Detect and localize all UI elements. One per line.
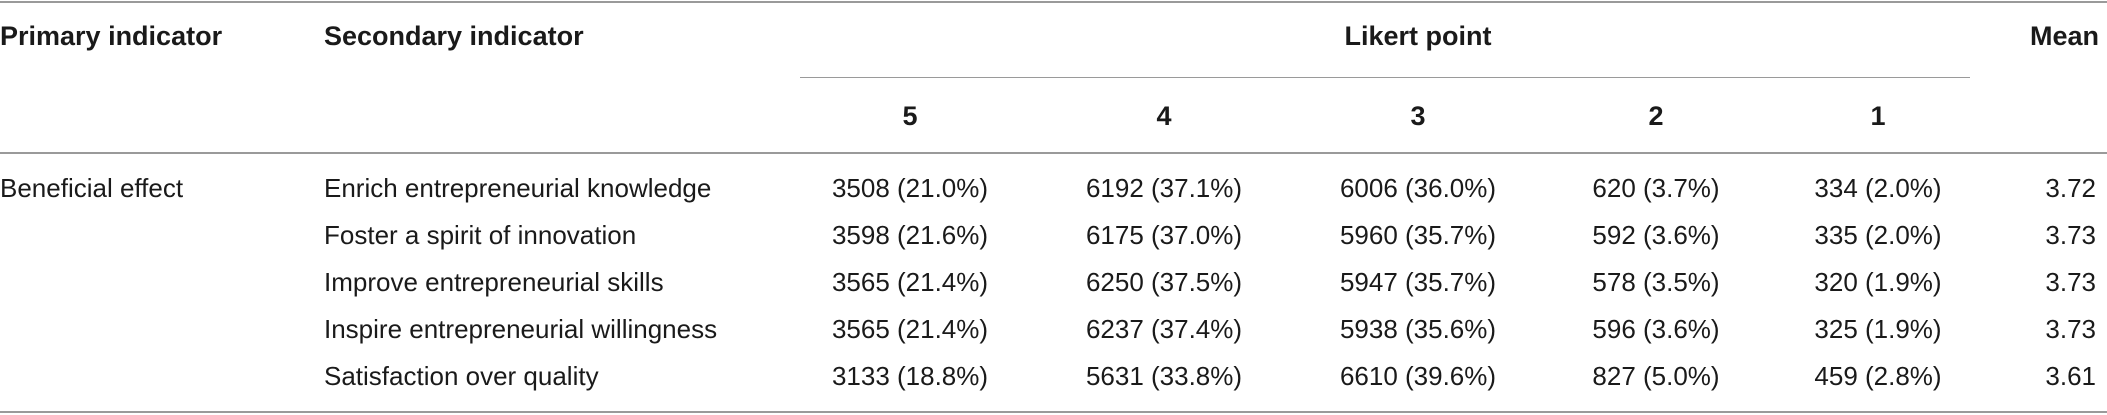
secondary-indicator-cell: Satisfaction over quality <box>324 361 599 391</box>
table-top-rule <box>0 1 2107 3</box>
header-point-1: 1 <box>1870 101 1886 131</box>
point-5-cell: 3133 (18.8%) <box>831 361 989 391</box>
secondary-indicator-cell: Foster a spirit of innovation <box>324 220 637 250</box>
header-point-2: 2 <box>1648 101 1664 131</box>
point-4-cell: 6192 (37.1%) <box>1085 173 1243 203</box>
header-mean: Mean <box>2030 21 2100 51</box>
point-1-cell: 320 (1.9%) <box>1814 267 1942 297</box>
point-2-cell: 596 (3.6%) <box>1592 314 1720 344</box>
table-bottom-rule <box>0 411 2107 413</box>
table-header-rule <box>0 152 2107 154</box>
point-5-cell: 3565 (21.4%) <box>831 267 989 297</box>
likert-header-rule <box>800 77 1970 78</box>
point-1-cell: 459 (2.8%) <box>1814 361 1942 391</box>
mean-cell: 3.73 <box>2045 220 2096 250</box>
point-5-cell: 3565 (21.4%) <box>831 314 989 344</box>
point-1-cell: 325 (1.9%) <box>1814 314 1942 344</box>
point-3-cell: 6006 (36.0%) <box>1339 173 1497 203</box>
point-4-cell: 6175 (37.0%) <box>1085 220 1243 250</box>
header-secondary-indicator: Secondary indicator <box>324 21 584 51</box>
secondary-indicator-cell: Enrich entrepreneurial knowledge <box>324 173 712 203</box>
point-3-cell: 6610 (39.6%) <box>1339 361 1497 391</box>
point-2-cell: 592 (3.6%) <box>1592 220 1720 250</box>
secondary-indicator-cell: Inspire entrepreneurial willingness <box>324 314 718 344</box>
mean-cell: 3.61 <box>2045 361 2096 391</box>
point-2-cell: 620 (3.7%) <box>1592 173 1720 203</box>
point-1-cell: 334 (2.0%) <box>1814 173 1942 203</box>
point-4-cell: 5631 (33.8%) <box>1085 361 1243 391</box>
header-primary-indicator: Primary indicator <box>0 21 223 51</box>
point-3-cell: 5938 (35.6%) <box>1339 314 1497 344</box>
point-3-cell: 5947 (35.7%) <box>1339 267 1497 297</box>
point-5-cell: 3598 (21.6%) <box>831 220 989 250</box>
point-1-cell: 335 (2.0%) <box>1814 220 1942 250</box>
point-4-cell: 6237 (37.4%) <box>1085 314 1243 344</box>
header-point-3: 3 <box>1410 101 1426 131</box>
point-4-cell: 6250 (37.5%) <box>1085 267 1243 297</box>
point-3-cell: 5960 (35.7%) <box>1339 220 1497 250</box>
mean-cell: 3.73 <box>2045 267 2096 297</box>
header-likert-point: Likert point <box>1344 21 1492 51</box>
header-point-4: 4 <box>1156 101 1172 131</box>
mean-cell: 3.73 <box>2045 314 2096 344</box>
mean-cell: 3.72 <box>2045 173 2096 203</box>
point-2-cell: 578 (3.5%) <box>1592 267 1720 297</box>
point-5-cell: 3508 (21.0%) <box>831 173 989 203</box>
point-2-cell: 827 (5.0%) <box>1592 361 1720 391</box>
primary-indicator-cell: Beneficial effect <box>0 173 184 203</box>
secondary-indicator-cell: Improve entrepreneurial skills <box>324 267 664 297</box>
header-point-5: 5 <box>902 101 918 131</box>
